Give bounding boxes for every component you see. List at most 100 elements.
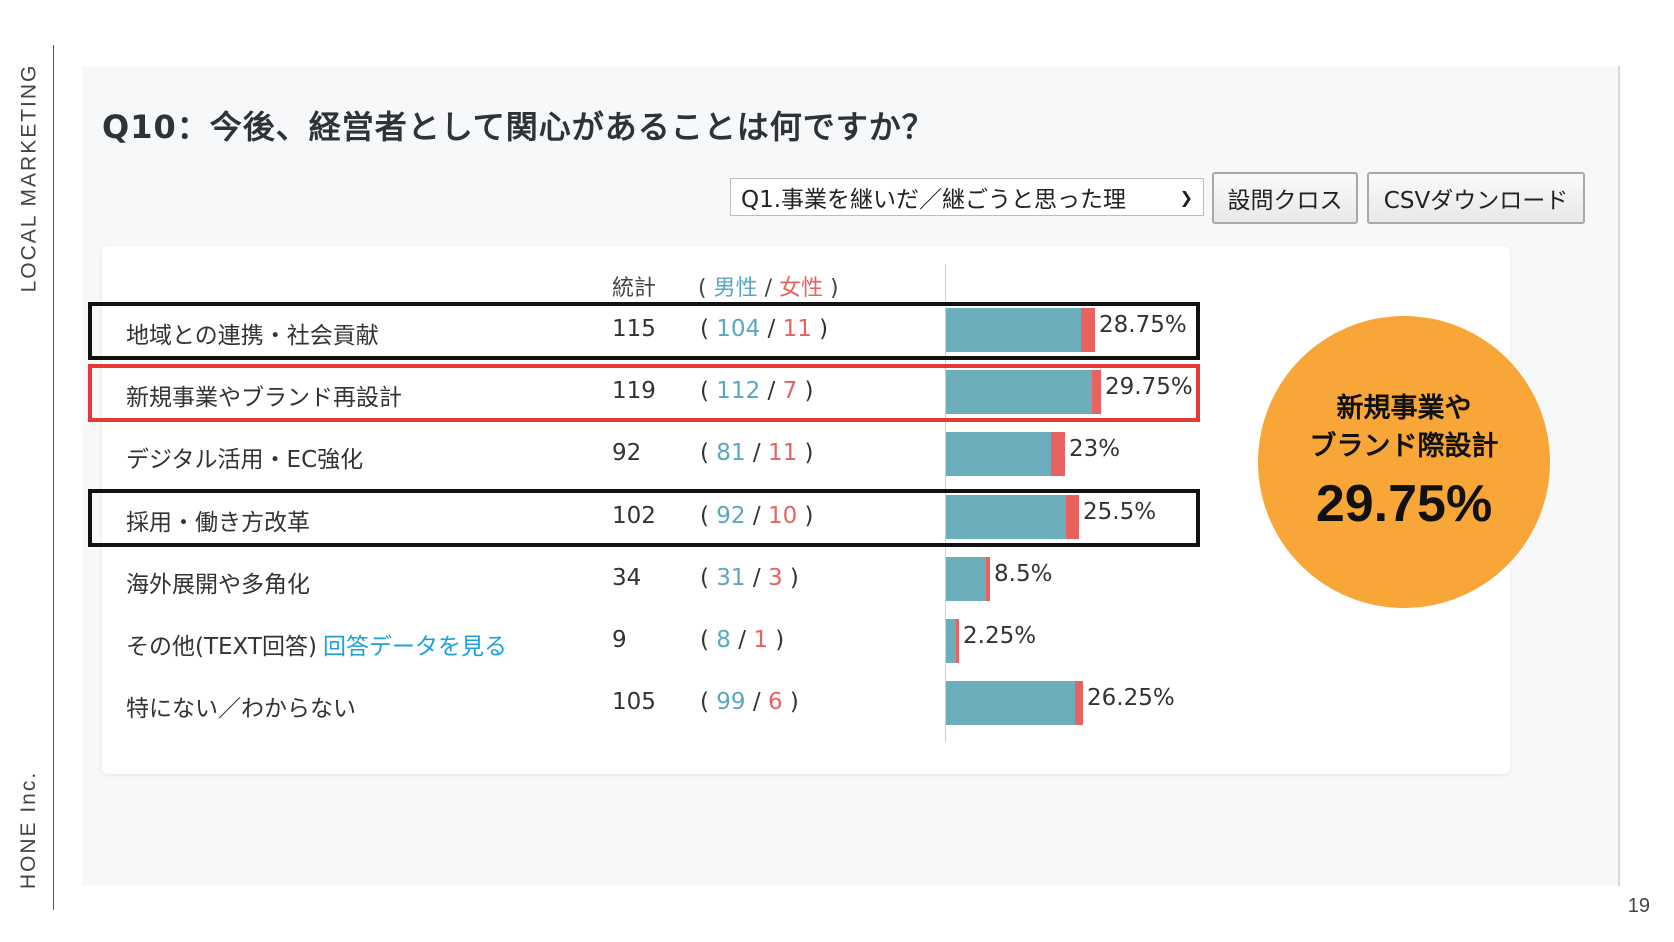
header-sep: / [764,276,773,301]
bar-female-segment [1051,432,1065,476]
male-count: 8 [716,627,731,653]
row-gender-breakdown: ( 92 / 10 ) [700,503,814,529]
header-close-paren: ) [830,276,839,301]
row-percentage: 28.75% [1099,312,1187,338]
rail-divider [53,45,54,910]
bar-female-segment [986,557,990,601]
gender-close-paren: ) [775,627,785,653]
percentage-bar [946,308,1095,352]
female-count: 7 [782,378,798,404]
female-count: 1 [753,627,768,653]
female-count: 11 [767,440,798,466]
row-label-text: デジタル活用・EC強化 [126,447,364,473]
header-gender: ( 男性 / 女性 ) [698,270,839,302]
row-gender-breakdown: ( 104 / 11 ) [700,316,828,342]
row-gender-breakdown: ( 112 / 7 ) [700,378,814,404]
page-number: 19 [1627,895,1650,917]
row-label: デジタル活用・EC強化 [126,440,363,474]
gender-sep: / [752,440,761,466]
gender-close-paren: ) [804,440,814,466]
row-label-text: 採用・働き方改革 [126,510,310,536]
row-label-text: 新規事業やブランド再設計 [126,385,402,411]
row-percentage: 2.25% [963,623,1037,649]
chevron-down-icon: ❯ [1179,187,1193,207]
gender-sep: / [752,503,761,529]
bar-male-segment [946,495,1066,539]
percentage-bar [946,681,1083,725]
bar-male-segment [946,619,956,663]
row-total: 9 [612,627,627,653]
column-divider [945,264,946,742]
cross-button[interactable]: 設問クロス [1212,172,1358,224]
gender-close-paren: ) [789,565,799,591]
brand-rail-top: LOCAL MARKETING [17,63,41,292]
view-answers-link[interactable]: 回答データを見る [322,634,507,660]
male-count: 81 [716,440,746,466]
gender-open-paren: ( [700,627,709,653]
bar-female-segment [1075,681,1083,725]
bar-female-segment [956,619,959,663]
percentage-bar [946,370,1101,414]
gender-open-paren: ( [700,689,709,715]
row-percentage: 29.75% [1105,374,1193,400]
highlight-frame-red [88,364,1200,422]
gender-close-paren: ) [804,503,814,529]
row-label-text: 地域との連携・社会貢献 [126,323,379,349]
percentage-bar [946,495,1079,539]
row-label-text: その他(TEXT回答) [126,634,317,660]
gender-open-paren: ( [700,503,709,529]
table-row: 新規事業やブランド再設計 119 ( 112 / 7 ) 29.75% [102,364,1510,422]
row-total: 119 [612,378,656,404]
table-row: デジタル活用・EC強化 92 ( 81 / 11 ) 23% [102,426,1510,484]
header-male: 男性 [713,276,758,301]
female-count: 11 [782,316,812,342]
header-open-paren: ( [698,276,707,301]
row-total: 34 [612,565,642,591]
male-count: 112 [716,378,761,404]
male-count: 99 [716,689,746,715]
row-label: 海外展開や多角化 [126,565,310,599]
bar-female-segment [1081,308,1095,352]
gender-close-paren: ) [789,689,799,715]
highlight-callout: 新規事業や ブランド際設計 29.75% [1258,316,1550,608]
row-label-text: 特にない／わからない [126,696,356,722]
bar-male-segment [946,370,1092,414]
row-percentage: 8.5% [994,561,1053,587]
row-total: 92 [612,440,642,466]
row-gender-breakdown: ( 8 / 1 ) [700,627,784,653]
row-gender-breakdown: ( 99 / 6 ) [700,689,799,715]
bar-male-segment [946,308,1081,352]
gender-open-paren: ( [700,316,709,342]
bar-female-segment [1092,370,1101,414]
question-title: Q10：今後、経営者として関心があることは何ですか？ [102,108,935,146]
callout-value: 29.75% [1315,475,1493,533]
female-count: 3 [767,565,783,591]
csv-download-button[interactable]: CSVダウンロード [1367,172,1585,224]
cross-select-value: Q1.事業を継いだ／継ごうと思った理 [741,187,1127,213]
gender-sep: / [767,316,776,342]
row-percentage: 23% [1069,436,1121,462]
table-row: 地域との連携・社会貢献 115 ( 104 / 11 ) 28.75% [102,302,1510,360]
male-count: 31 [716,565,746,591]
table-row: 採用・働き方改革 102 ( 92 / 10 ) 25.5% [102,489,1510,547]
gender-open-paren: ( [700,378,709,404]
highlight-frame-black [88,302,1200,360]
callout-line-1: 新規事業や [1336,393,1472,424]
row-gender-breakdown: ( 31 / 3 ) [700,565,799,591]
row-total: 102 [612,503,656,529]
gender-sep: / [767,378,776,404]
highlight-frame-black [88,489,1200,547]
row-label: 特にない／わからない [126,689,356,723]
table-row: 特にない／わからない 105 ( 99 / 6 ) 26.25% [102,675,1510,733]
callout-line-2: ブランド際設計 [1309,431,1499,462]
header-total: 統計 [612,276,657,301]
table-row: その他(TEXT回答) 回答データを見る 9 ( 8 / 1 ) 2.25% [102,613,1510,671]
row-total: 115 [612,316,656,342]
bar-male-segment [946,432,1051,476]
gender-close-paren: ) [819,316,829,342]
bar-male-segment [946,681,1075,725]
female-count: 6 [767,689,783,715]
cross-question-select[interactable]: Q1.事業を継いだ／継ごうと思った理 ❯ [730,178,1204,216]
percentage-bar [946,557,990,601]
gender-sep: / [738,627,746,653]
